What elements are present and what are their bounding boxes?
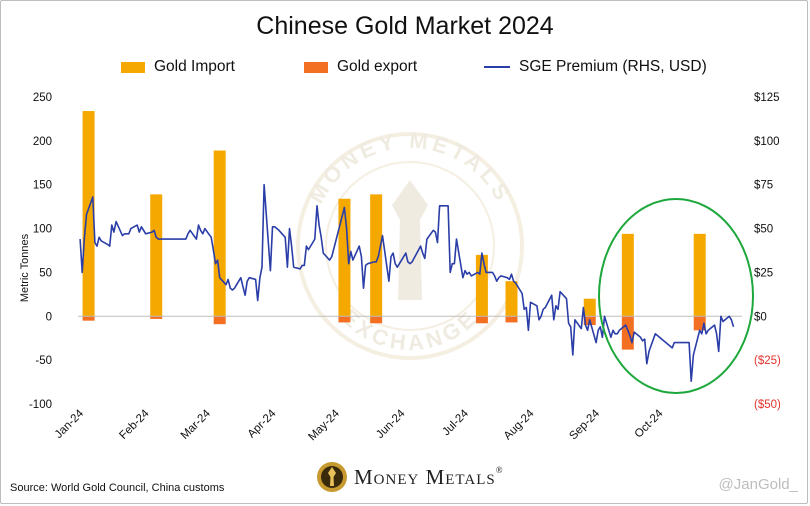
export-bar xyxy=(82,316,95,321)
legend-label-import: Gold Import xyxy=(154,58,235,75)
legend-item-premium: SGE Premium (RHS, USD) xyxy=(484,58,707,76)
brand-registered-mark: ® xyxy=(495,464,504,475)
export-bar xyxy=(150,316,163,319)
import-bar xyxy=(370,194,383,317)
export-bar xyxy=(213,316,226,325)
x-tick-label: May-24 xyxy=(306,407,342,443)
x-tick-label: Oct-24 xyxy=(633,407,666,440)
y-axis-left: 250 200 150 100 50 0 -50 -100 xyxy=(29,92,52,411)
y2-tick-label: ($50) xyxy=(754,399,781,411)
import-bar xyxy=(505,281,518,317)
import-bar xyxy=(338,198,351,317)
y2-tick-label: ($25) xyxy=(754,355,781,367)
source-note: Source: World Gold Council, China custom… xyxy=(10,482,225,494)
export-bar xyxy=(370,316,383,324)
export-bar xyxy=(621,316,634,350)
y-axis-right: $125 $100 $75 $50 $25 $0 ($25) ($50) xyxy=(754,92,781,411)
import-bar xyxy=(583,298,596,317)
export-bar xyxy=(505,316,518,323)
y-tick-label: -50 xyxy=(35,355,52,367)
x-tick-label: Jul-24 xyxy=(440,407,471,438)
legend-swatch-import xyxy=(121,61,145,73)
torch-icon xyxy=(317,462,347,492)
chart-title: Chinese Gold Market 2024 xyxy=(256,12,554,40)
import-bar xyxy=(475,254,488,317)
legend-label-premium: SGE Premium (RHS, USD) xyxy=(519,58,707,75)
x-axis: Jan-24 Feb-24 Mar-24 Apr-24 May-24 Jun-24 Jul-… xyxy=(53,407,666,443)
bars-layer xyxy=(82,111,706,350)
brand-name: Money Metals® xyxy=(354,465,504,490)
import-bar xyxy=(82,111,95,317)
legend-label-export: Gold export xyxy=(337,58,418,75)
x-tick-label: Jan-24 xyxy=(53,407,87,441)
premium-line xyxy=(79,183,735,382)
watermark-seal: MONEY METALS EXCHANGE xyxy=(296,127,524,360)
y-tick-label: 0 xyxy=(46,311,52,323)
y2-tick-label: $100 xyxy=(754,136,780,148)
y-tick-label: 150 xyxy=(33,180,52,192)
y2-tick-label: $75 xyxy=(754,180,773,192)
y-tick-label: 200 xyxy=(33,136,52,148)
x-tick-label: Jun-24 xyxy=(374,407,408,441)
brand-logo: Money Metals® xyxy=(316,461,504,493)
x-tick-label: Mar-24 xyxy=(179,407,214,442)
y2-tick-label: $0 xyxy=(754,311,767,323)
y-tick-label: 50 xyxy=(39,267,52,279)
legend-line-premium xyxy=(484,66,510,68)
y-tick-label: -100 xyxy=(29,399,52,411)
y2-tick-label: $50 xyxy=(754,224,773,236)
y-tick-label: 100 xyxy=(33,224,52,236)
legend-item-import: Gold Import xyxy=(121,58,235,76)
y-tick-label: 250 xyxy=(33,92,52,104)
x-tick-label: Sep-24 xyxy=(567,407,602,442)
premium-layer xyxy=(79,183,735,382)
y2-tick-label: $125 xyxy=(754,92,780,104)
legend-item-export: Gold export xyxy=(304,58,417,76)
brand-name-text: Money Metals xyxy=(354,464,496,489)
import-bar xyxy=(693,233,706,317)
highlight-circle xyxy=(598,198,754,394)
export-bar xyxy=(338,316,351,323)
x-tick-label: Aug-24 xyxy=(502,407,537,442)
import-bar xyxy=(621,233,634,317)
export-bar xyxy=(475,316,488,324)
import-bar xyxy=(150,194,163,317)
x-tick-label: Apr-24 xyxy=(246,407,279,440)
import-bar xyxy=(213,150,226,317)
author-handle: @JanGold_ xyxy=(718,476,798,493)
y2-tick-label: $25 xyxy=(754,267,773,279)
legend-swatch-export xyxy=(304,61,328,73)
x-tick-label: Feb-24 xyxy=(117,407,152,442)
